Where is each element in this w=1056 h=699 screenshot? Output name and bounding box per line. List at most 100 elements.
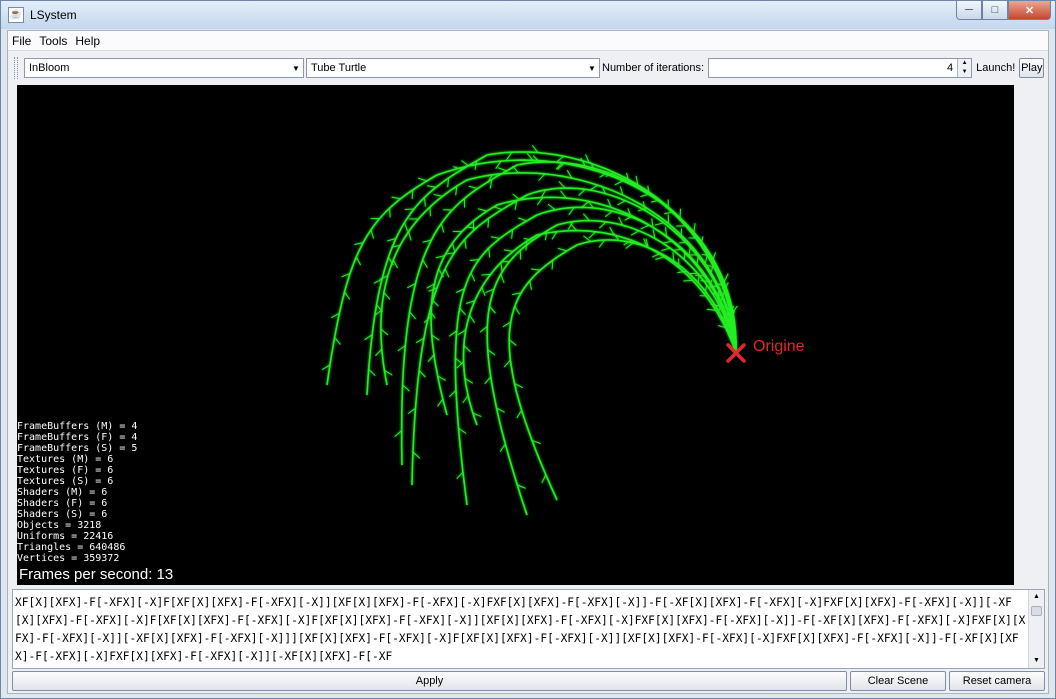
plant-twig	[617, 200, 626, 206]
plant-twig	[341, 272, 351, 278]
plant-twig	[637, 207, 647, 212]
close-button[interactable]: ✕	[1008, 1, 1051, 20]
plant-twig	[672, 252, 675, 262]
plant-twig	[484, 376, 492, 385]
stat-line: FrameBuffers (M) = 4	[17, 421, 138, 432]
plant-twig	[461, 160, 470, 167]
plant-twig	[580, 157, 586, 167]
clear-scene-button[interactable]: Clear Scene	[850, 671, 946, 691]
plant-twig	[459, 307, 467, 316]
plant-twig	[704, 254, 708, 264]
plant-strand	[430, 196, 737, 416]
maximize-button[interactable]: □	[982, 1, 1008, 20]
plant-twig	[456, 471, 464, 480]
plant-strand	[411, 187, 737, 486]
plant-strand	[400, 161, 737, 466]
plant-twig	[525, 241, 528, 251]
minimize-button[interactable]: ─	[956, 1, 982, 20]
plant-twig	[489, 179, 493, 189]
iterations-value: 4	[946, 62, 954, 74]
scroll-thumb[interactable]	[1031, 606, 1042, 616]
stat-line: Textures (S) = 6	[17, 476, 114, 487]
plant-twig	[412, 451, 421, 459]
reset-camera-button[interactable]: Reset camera	[949, 671, 1045, 691]
plant-twig	[699, 295, 710, 297]
bottom-bar: Apply Clear Scene Reset camera	[12, 671, 1046, 691]
plant-twig	[558, 180, 566, 189]
plant-strand	[486, 219, 737, 516]
apply-button[interactable]: Apply	[12, 671, 847, 691]
iterations-spinner[interactable]: 4 ▲ ▼	[708, 58, 973, 78]
spinner-down-icon[interactable]: ▼	[958, 68, 972, 77]
plant-twig	[704, 285, 708, 295]
plant-twig	[517, 484, 526, 489]
stat-line: FrameBuffers (S) = 5	[17, 443, 138, 454]
chevron-down-icon: ▼	[292, 63, 300, 73]
plant-twig	[415, 337, 425, 344]
plant-twig	[540, 189, 547, 199]
menu-help[interactable]: Help	[75, 33, 101, 48]
plant-twig	[716, 287, 721, 297]
plant-twig	[502, 321, 512, 328]
vertical-scrollbar[interactable]: ▲ ▼	[1028, 590, 1044, 668]
plant-strand	[380, 171, 737, 386]
plant-twig	[635, 175, 639, 186]
plant-twig	[466, 226, 477, 229]
close-icon: ✕	[1024, 4, 1035, 17]
turtle-select[interactable]: Tube Turtle ▼	[306, 58, 600, 78]
plant-twig	[431, 299, 439, 307]
scroll-down-icon[interactable]: ▼	[1033, 657, 1040, 664]
spinner-up-icon[interactable]: ▲	[958, 59, 972, 68]
toolbar-grip[interactable]	[14, 57, 18, 79]
plant-twig	[626, 172, 630, 183]
plant-twig	[380, 328, 389, 336]
play-button[interactable]: Play	[1019, 58, 1045, 78]
plant-twig	[640, 193, 650, 198]
plant-twig	[547, 203, 556, 211]
plant-twig	[654, 222, 664, 226]
plant-twig	[408, 231, 412, 241]
plant-twig	[455, 357, 463, 365]
system-select[interactable]: InBloom ▼	[24, 58, 304, 78]
plant-twig	[695, 274, 705, 277]
plant-twig	[605, 172, 615, 177]
plant-twig	[331, 312, 340, 319]
render-viewport[interactable]: FrameBuffers (M) = 4 FrameBuffers (F) = …	[17, 85, 1014, 585]
origin-marker-icon	[726, 343, 746, 363]
plant-twig	[531, 439, 541, 445]
plant-twig	[723, 273, 729, 283]
plant-twig	[679, 241, 689, 244]
plant-twig	[490, 236, 501, 239]
plant-twig	[589, 184, 599, 191]
plant-twig	[474, 160, 478, 171]
chevron-down-icon: ▼	[588, 63, 596, 73]
plant-twig	[613, 232, 620, 241]
plant-twig	[607, 198, 612, 208]
scroll-up-icon[interactable]: ▲	[1033, 593, 1040, 600]
plant-twig	[487, 218, 490, 228]
plant-twig	[384, 369, 393, 376]
plant-twig	[568, 207, 575, 216]
title-bar[interactable]: ☕ LSystem ─ □ ✕	[1, 1, 1055, 29]
menu-file[interactable]: File	[12, 33, 32, 48]
plant-twig	[497, 167, 507, 172]
toolbar: InBloom ▼ Tube Turtle ▼ Number of iterat…	[8, 53, 1048, 83]
plant-twig	[435, 255, 445, 259]
plant-twig	[465, 300, 475, 305]
menu-tools[interactable]: Tools	[39, 33, 68, 48]
plant-twig	[485, 288, 495, 294]
grammar-output[interactable]: XF[X][XFX]-F[-XFX][-X]F[XF[X][XFX]-F[-XF…	[12, 589, 1045, 669]
plant-twig	[640, 224, 650, 230]
plant-twig	[512, 193, 521, 201]
plant-twig	[427, 354, 435, 363]
plant-twig	[481, 286, 486, 297]
plant-twig	[448, 330, 457, 337]
plant-twig	[418, 370, 426, 378]
stat-line: FrameBuffers (F) = 4	[17, 432, 138, 443]
launch-label: Launch!	[976, 62, 1016, 74]
plant-twig	[456, 361, 464, 369]
plant-twig	[451, 243, 456, 253]
plant-twig	[417, 177, 428, 182]
minimize-icon: ─	[965, 4, 973, 16]
maximize-icon: □	[991, 4, 999, 16]
